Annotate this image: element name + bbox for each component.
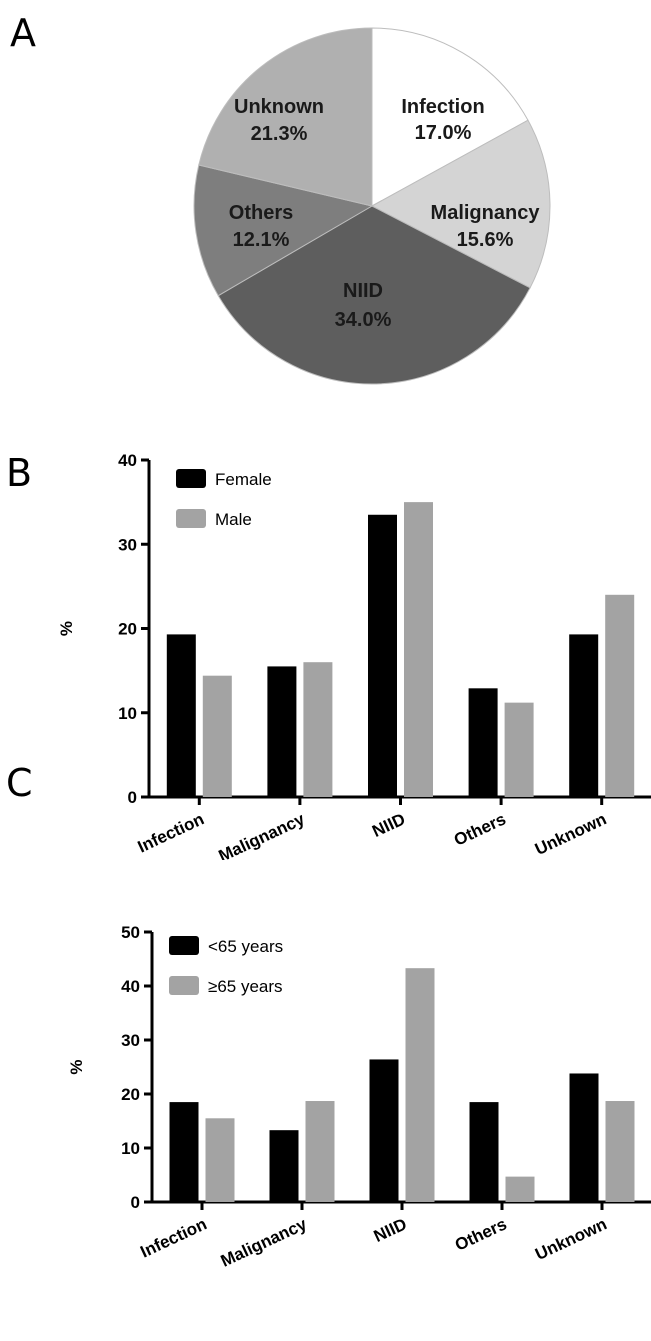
y-tick-label: 30 bbox=[118, 535, 137, 554]
legend-swatch-65-years bbox=[169, 936, 199, 955]
y-tick-label: 0 bbox=[128, 788, 137, 807]
x-tick-label-niid: NIID bbox=[369, 809, 408, 841]
panel-label-b: B bbox=[6, 451, 33, 495]
y-tick-label: 20 bbox=[121, 1085, 140, 1104]
panel-label-a: A bbox=[10, 11, 36, 55]
bar-niid-65-years bbox=[369, 1059, 399, 1202]
bar-others-female bbox=[468, 688, 498, 797]
pie-slice-others bbox=[193, 164, 374, 297]
y-axis-label: % bbox=[57, 621, 76, 636]
x-tick-label-infection: Infection bbox=[135, 809, 207, 856]
pie-label-niid: NIID bbox=[343, 280, 383, 302]
bar-unknown-female bbox=[569, 634, 599, 797]
bar-unknown-male bbox=[605, 594, 635, 797]
bar-niid-female bbox=[368, 514, 397, 797]
legend-label-female: Female bbox=[215, 470, 272, 489]
y-tick-label: 50 bbox=[121, 923, 140, 942]
y-tick-label: 40 bbox=[121, 977, 140, 996]
pie-label-others: Others bbox=[229, 202, 293, 224]
y-axis-label: % bbox=[67, 1059, 86, 1074]
x-tick-label-others: Others bbox=[452, 1214, 510, 1254]
bar-malignancy-female bbox=[267, 666, 297, 797]
legend-swatch-female bbox=[176, 469, 206, 488]
x-tick-label-unknown: Unknown bbox=[532, 809, 609, 859]
pie-value-unknown: 21.3% bbox=[251, 123, 308, 145]
legend-swatch-male bbox=[176, 509, 206, 528]
bar-infection-65-years bbox=[169, 1102, 199, 1202]
pie-slice-infection bbox=[371, 27, 529, 207]
pie-chart-a: Infection 17.0% Malignancy 15.6% NIID 34.0% Ot… bbox=[193, 27, 551, 385]
bar-infection-female bbox=[166, 634, 196, 797]
pie-value-niid: 34.0% bbox=[335, 309, 392, 331]
bar-chart-c-age: 0 10 20 30 40 50% Infection Malignancy NIID Other… bbox=[67, 923, 651, 1271]
bar-malignancy-65-years bbox=[269, 1130, 299, 1202]
pie-label-unknown: Unknown bbox=[234, 96, 324, 118]
x-tick-label-unknown: Unknown bbox=[532, 1214, 609, 1264]
x-tick-label-malignancy: Malignancy bbox=[216, 809, 308, 860]
y-tick-label: 10 bbox=[118, 704, 137, 723]
legend-label-65-years: ≥65 years bbox=[208, 977, 283, 996]
bar-niid-65-years bbox=[405, 968, 435, 1202]
legend-label-male: Male bbox=[215, 510, 252, 529]
y-tick-label: 30 bbox=[121, 1031, 140, 1050]
bar-unknown-65-years bbox=[605, 1101, 635, 1202]
bar-others-65-years bbox=[505, 1176, 535, 1202]
pie-label-infection: Infection bbox=[401, 96, 484, 118]
legend-swatch-65-years bbox=[169, 976, 199, 995]
bar-others-65-years bbox=[469, 1102, 499, 1202]
panel-label-c: C bbox=[6, 761, 33, 805]
x-tick-label-others: Others bbox=[451, 809, 509, 849]
x-tick-label-malignancy: Malignancy bbox=[218, 1214, 310, 1271]
bar-others-male bbox=[504, 702, 534, 797]
bar-infection-65-years bbox=[205, 1118, 235, 1202]
legend-label-65-years: <65 years bbox=[208, 937, 283, 956]
bar-infection-male bbox=[202, 675, 232, 797]
y-tick-label: 10 bbox=[121, 1139, 140, 1158]
pie-value-malignancy: 15.6% bbox=[457, 229, 514, 251]
y-tick-label: 0 bbox=[131, 1193, 140, 1212]
pie-value-infection: 17.0% bbox=[415, 122, 472, 144]
bar-chart-b-sex: 0 10 20 30 40% Infection Malignancy NIID Others U… bbox=[57, 451, 651, 860]
bar-malignancy-65-years bbox=[305, 1101, 335, 1202]
pie-slice-unknown bbox=[198, 27, 373, 207]
x-tick-label-niid: NIID bbox=[371, 1214, 410, 1246]
pie-label-malignancy: Malignancy bbox=[431, 202, 541, 224]
bar-niid-male bbox=[404, 502, 433, 797]
y-tick-label: 20 bbox=[118, 620, 137, 639]
bar-unknown-65-years bbox=[569, 1073, 599, 1202]
y-tick-label: 40 bbox=[118, 451, 137, 470]
x-tick-label-infection: Infection bbox=[137, 1214, 209, 1261]
pie-slice-malignancy bbox=[370, 119, 551, 289]
bar-malignancy-male bbox=[303, 662, 333, 797]
pie-value-others: 12.1% bbox=[233, 229, 290, 251]
